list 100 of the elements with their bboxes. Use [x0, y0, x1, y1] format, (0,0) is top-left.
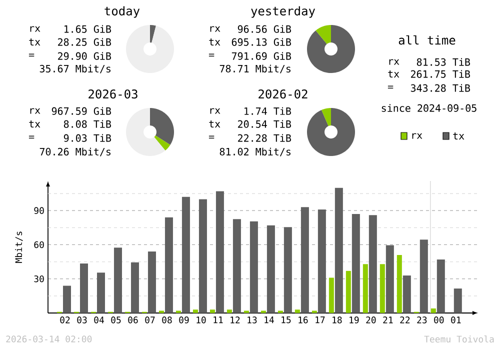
text: rx [30, 26, 40, 32]
text: 22.28 TiB [238, 134, 291, 142]
bar [420, 240, 428, 313]
chart-title: 2026-03 [88, 89, 138, 99]
bar [300, 207, 309, 313]
chart-title: yesterday [251, 6, 316, 18]
legend-label: tx [453, 132, 464, 140]
x-tick-label: 11 [214, 316, 223, 324]
bar [402, 275, 411, 313]
text: 81.02 Mbit/s [220, 148, 290, 156]
bar [192, 310, 198, 313]
text: = [28, 54, 34, 57]
x-tick-label: 17 [316, 316, 325, 324]
text: 29.90 GiB [58, 52, 111, 60]
text: 8.08 TiB [64, 120, 111, 128]
text: = [388, 86, 394, 89]
bar [346, 270, 351, 313]
bar [80, 264, 88, 313]
bar [368, 215, 377, 313]
bar [294, 310, 300, 313]
bar [210, 310, 215, 313]
bar [226, 310, 232, 313]
text: 343.28 TiB [410, 84, 470, 92]
x-tick-label: 12 [230, 316, 240, 324]
chart-title: today [104, 6, 140, 18]
text: rx [30, 108, 40, 114]
text: = [208, 136, 214, 139]
x-tick-label: 21 [383, 316, 393, 324]
text: 35.67 Mbit/s [40, 64, 110, 74]
bar [454, 288, 462, 313]
text: rx [210, 26, 220, 32]
text: tx [29, 120, 40, 128]
legend-label: rx [412, 133, 422, 139]
text: tx [388, 70, 400, 78]
bar [328, 278, 334, 313]
bar [63, 286, 71, 313]
text: = [208, 54, 214, 57]
bar [250, 221, 258, 313]
bar [96, 272, 105, 313]
x-tick-label: 04 [94, 316, 104, 324]
bar [198, 199, 207, 313]
bar [352, 214, 360, 313]
bar [130, 262, 139, 313]
text: 96.56 GiB [238, 25, 291, 33]
x-tick-label: 19 [350, 316, 359, 324]
bar [430, 308, 436, 313]
text: tx [29, 38, 40, 46]
bar [284, 227, 292, 313]
y-tick-label: 30 [34, 275, 44, 282]
text: 9.03 TiB [64, 134, 111, 142]
text: 261.75 TiB [411, 70, 470, 78]
bar [148, 252, 156, 313]
bar [266, 225, 275, 313]
bar [362, 264, 368, 313]
x-tick-label: 18 [332, 316, 342, 324]
x-tick-label: 20 [366, 316, 376, 324]
text: since 2024-09-05 [382, 104, 476, 112]
text: = [28, 136, 34, 139]
bar [380, 264, 385, 313]
x-tick-label: 00 [434, 316, 444, 324]
y-tick-label: 90 [34, 207, 44, 214]
text: 70.26 Mbit/s [40, 148, 110, 156]
bar [318, 209, 326, 313]
x-tick-label: 05 [111, 316, 121, 324]
x-tick-label: 15 [282, 316, 291, 324]
bar [216, 191, 224, 313]
text: 2026-03-14 02:00 [6, 336, 92, 342]
x-tick-label: 22 [400, 316, 410, 324]
text: tx [209, 38, 220, 46]
bar [164, 217, 173, 313]
x-tick-label: 06 [128, 316, 138, 324]
bar [334, 188, 343, 313]
text: 20.54 TiB [238, 120, 291, 128]
text: 81.53 TiB [416, 58, 470, 66]
chart-title: 2026-02 [258, 89, 308, 99]
text: rx [389, 59, 400, 65]
x-tick-label: 08 [162, 316, 172, 324]
text: 695.13 GiB [232, 38, 291, 46]
text: rx [210, 108, 220, 114]
bar [396, 254, 402, 313]
text: 1.65 GiB [64, 25, 111, 33]
text: tx [209, 120, 220, 128]
bar [232, 219, 241, 313]
text: 1.74 TiB [244, 107, 291, 115]
x-tick-label: 14 [264, 316, 274, 324]
y-axis-title: Mbit/s [15, 232, 23, 263]
text: 967.59 GiB [52, 107, 111, 115]
bar [114, 248, 122, 313]
x-tick-label: 10 [196, 316, 206, 324]
x-tick-label: 01 [451, 316, 461, 324]
text: 78.71 Mbit/s [220, 64, 290, 74]
x-tick-label: 02 [60, 316, 70, 324]
bar [182, 196, 190, 313]
text: 791.69 GiB [232, 52, 291, 60]
x-tick-label: 16 [298, 316, 308, 324]
bar [436, 260, 445, 313]
x-tick-label: 03 [77, 316, 87, 324]
x-tick-label: 13 [248, 316, 257, 324]
y-tick-label: 60 [34, 241, 44, 248]
text: Teemu Toivola [424, 335, 494, 343]
